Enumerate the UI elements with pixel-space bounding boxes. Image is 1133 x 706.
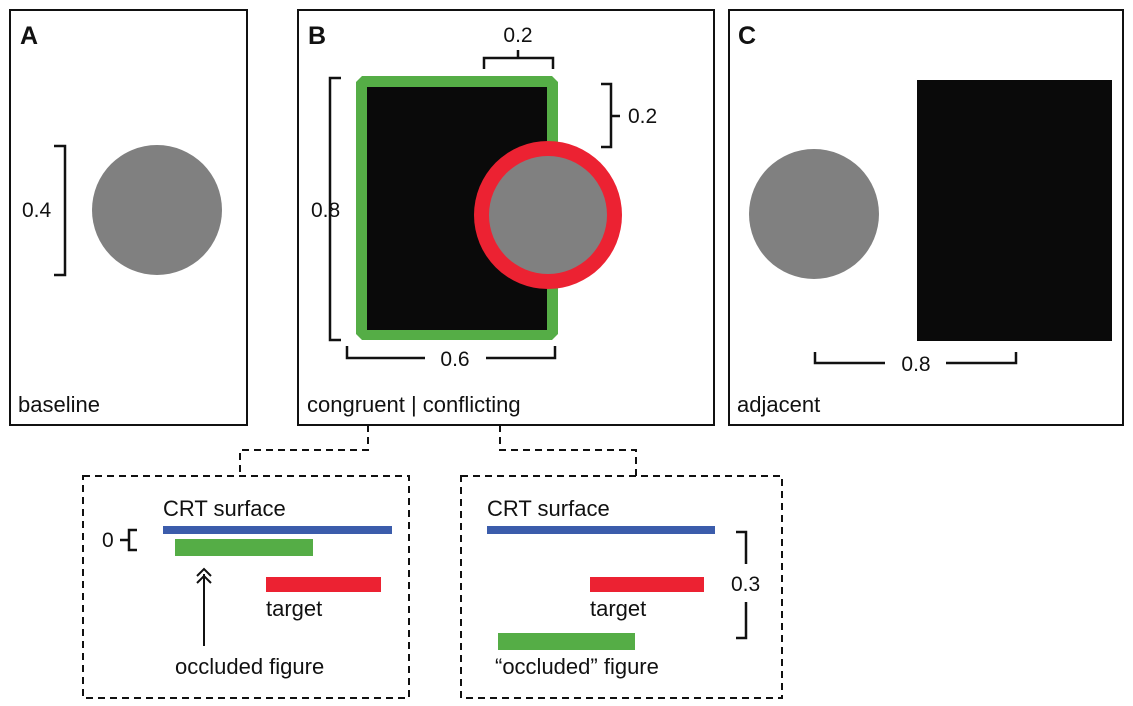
figure-bar — [175, 539, 313, 556]
surface-bar — [163, 526, 392, 534]
diameter-bracket — [54, 144, 67, 277]
diameter-label: 0.4 — [22, 199, 52, 222]
surface-label: CRT surface — [163, 496, 286, 521]
panel-c-letter: C — [738, 22, 756, 50]
target-bar — [590, 577, 704, 592]
depth-bracket — [127, 528, 137, 552]
depth-label-backdrop — [739, 564, 759, 602]
congruent-connector — [239, 425, 369, 476]
panel-c: C 0.8 adjacent — [728, 9, 1124, 426]
height-label: 0.8 — [311, 199, 340, 222]
inset-conflicting: CRT surface target “occluded” figure 0.3 — [460, 475, 783, 699]
depth-label: 0 — [102, 529, 114, 552]
separation-label: 0.8 — [901, 353, 930, 376]
panel-b-caption: congruent | conflicting — [307, 392, 521, 417]
width-bracket-left — [345, 346, 425, 360]
arrow-head-inner — [196, 574, 212, 584]
top-offset-label: 0.2 — [503, 24, 532, 47]
width-label: 0.6 — [440, 348, 469, 371]
surface-bar — [487, 526, 715, 534]
target-label: target — [590, 596, 646, 621]
depth-label: 0.3 — [731, 573, 760, 596]
figure-bar — [498, 633, 635, 650]
top-offset-bracket — [482, 56, 555, 69]
separation-bracket-right — [946, 352, 1018, 365]
panel-b-frame — [297, 9, 715, 426]
target-label: target — [266, 596, 322, 621]
arrow-head — [196, 567, 212, 577]
separation-bracket-left — [813, 352, 885, 365]
gray-disk — [489, 156, 607, 274]
panel-b: B 0.2 0.2 0.8 0.6 congruent | conflictin… — [297, 9, 715, 426]
inset-congruent: CRT surface target 0 occluded figure — [82, 475, 410, 699]
conflicting-connector — [499, 425, 637, 476]
figure-label: occluded figure — [175, 654, 324, 679]
panel-a: A 0.4 baseline — [9, 9, 248, 426]
black-rectangle — [917, 80, 1112, 341]
inset-congruent-frame — [82, 475, 410, 699]
figure-label: “occluded” figure — [495, 654, 659, 679]
right-offset-bracket — [601, 82, 613, 149]
panel-c-frame — [728, 9, 1124, 426]
panel-c-caption: adjacent — [737, 392, 820, 417]
inset-conflicting-frame — [460, 475, 783, 699]
width-bracket-right — [486, 346, 557, 360]
panel-b-letter: B — [308, 22, 326, 50]
surface-label: CRT surface — [487, 496, 610, 521]
panel-a-caption: baseline — [18, 392, 100, 417]
gray-disk — [749, 149, 879, 279]
height-bracket — [328, 76, 341, 342]
right-offset-label: 0.2 — [628, 105, 657, 128]
target-bar — [266, 577, 381, 592]
gray-disk — [92, 145, 222, 275]
panel-a-letter: A — [20, 22, 38, 50]
panel-a-frame — [9, 9, 248, 426]
